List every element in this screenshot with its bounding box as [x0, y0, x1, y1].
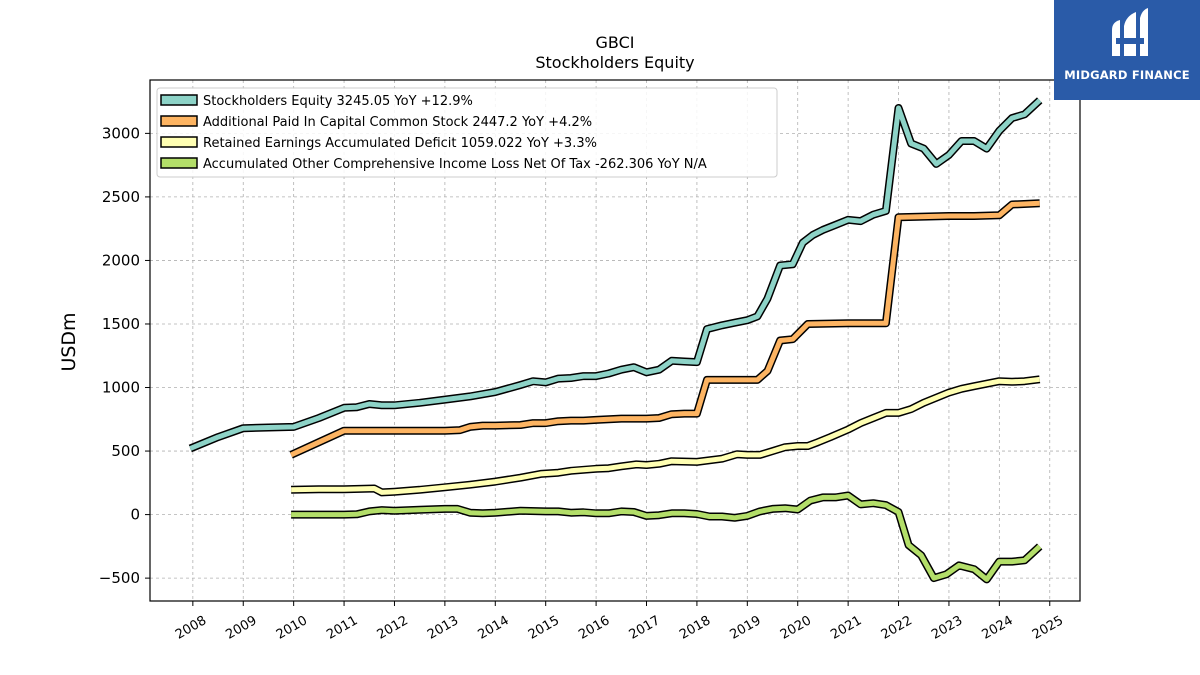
legend-box	[156, 87, 778, 178]
series-line	[291, 376, 1041, 495]
legend-swatch	[160, 94, 198, 106]
x-tick-label: 2020	[778, 613, 814, 643]
legend-swatch	[160, 136, 198, 148]
y-tick-label: 500	[111, 442, 140, 460]
legend-swatch	[160, 115, 198, 127]
brand-logo: MIDGARD FINANCE	[1054, 0, 1200, 100]
x-tick-label: 2014	[475, 613, 511, 643]
y-axis-label: USDm	[58, 312, 80, 371]
chart-subtitle: Stockholders Equity	[535, 53, 694, 72]
legend-entry: Accumulated Other Comprehensive Income L…	[203, 157, 707, 172]
logo-mark-icon	[1112, 8, 1148, 56]
logo-text: MIDGARD FINANCE	[1064, 68, 1190, 82]
legend-entry: Retained Earnings Accumulated Deficit 10…	[203, 136, 597, 151]
series-line	[290, 200, 1040, 458]
series-outline	[291, 375, 1041, 497]
axis-ticks: 2008 2009 2010 2011 2012 2013 2014 2015 2016 2017…	[99, 124, 1066, 642]
x-tick-label: 2012	[375, 613, 411, 643]
y-tick-label: 3000	[102, 124, 140, 142]
y-tick-label: 0	[130, 506, 140, 524]
legend-entry: Additional Paid In Capital Common Stock …	[203, 115, 592, 130]
legend: Stockholders Equity 3245.05 YoY +12.9% Ad…	[156, 87, 778, 178]
x-tick-label: 2021	[828, 613, 864, 643]
x-tick-label: 2025	[1030, 613, 1066, 643]
y-tick-label: 2000	[102, 251, 140, 269]
legend-entry: Stockholders Equity 3245.05 YoY +12.9%	[203, 94, 473, 109]
x-tick-label: 2013	[425, 613, 461, 643]
x-tick-label: 2023	[929, 613, 965, 643]
series-line	[189, 98, 1042, 451]
x-tick-label: 2017	[627, 613, 663, 643]
x-tick-label: 2022	[879, 613, 915, 643]
plot-frame	[149, 79, 1081, 602]
y-tick-label: 2500	[102, 188, 140, 206]
y-tick-label: −500	[99, 569, 140, 587]
x-tick-label: 2024	[980, 613, 1016, 643]
series-line	[291, 493, 1042, 582]
legend-swatch	[160, 157, 198, 169]
y-tick-label: 1500	[102, 315, 140, 333]
series-lines	[188, 97, 1043, 584]
x-tick-label: 2011	[324, 613, 360, 643]
x-tick-label: 2018	[677, 613, 713, 643]
y-tick-label: 1000	[102, 379, 140, 397]
x-tick-label: 2019	[727, 613, 763, 643]
x-tick-label: 2015	[526, 613, 562, 643]
x-tick-label: 2010	[274, 613, 310, 643]
x-tick-label: 2016	[576, 613, 612, 643]
x-tick-label: 2008	[173, 613, 209, 643]
chart-title: GBCI	[596, 33, 635, 52]
x-tick-label: 2009	[223, 613, 259, 643]
